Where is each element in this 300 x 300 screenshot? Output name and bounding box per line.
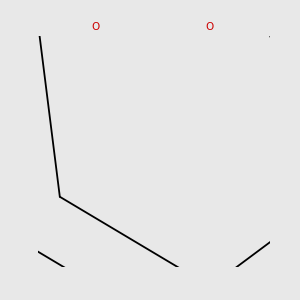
Text: O: O [206,22,214,32]
Polygon shape [267,0,300,27]
Polygon shape [0,0,38,27]
Text: O: O [92,22,100,32]
